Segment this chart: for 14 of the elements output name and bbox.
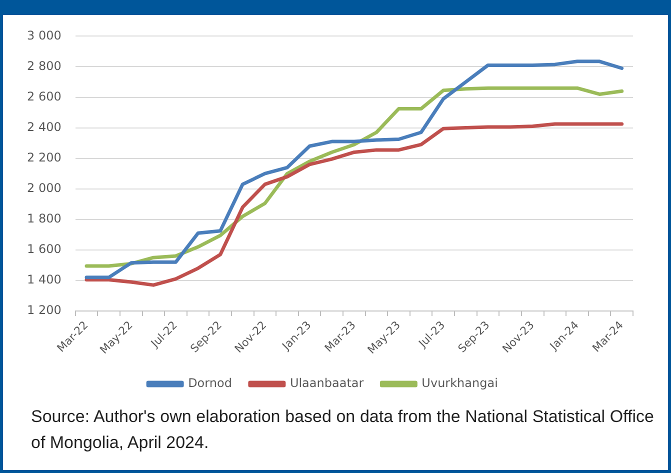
y-tick-label: 1 800 xyxy=(26,212,62,226)
y-tick-label: 3 000 xyxy=(26,28,62,42)
y-tick-label: 2 400 xyxy=(26,120,62,134)
legend-label: Uvurkhangai xyxy=(422,376,498,390)
y-tick-label: 2 600 xyxy=(26,89,62,104)
y-tick-label: 2 000 xyxy=(26,181,62,195)
legend-label: Dornod xyxy=(188,376,232,390)
y-tick-label: 1 400 xyxy=(26,272,62,287)
legend-label: Ulaanbaatar xyxy=(290,376,364,390)
y-tick-label: 2 200 xyxy=(26,150,62,164)
source-note: Source: Author's own elaboration based on data from the National Statistical Office of Mongolia, April 2024. xyxy=(30,406,655,454)
y-tick-label: 1 200 xyxy=(26,303,62,318)
y-tick-label: 2 800 xyxy=(26,58,62,73)
y-tick-label: 1 600 xyxy=(26,242,62,256)
